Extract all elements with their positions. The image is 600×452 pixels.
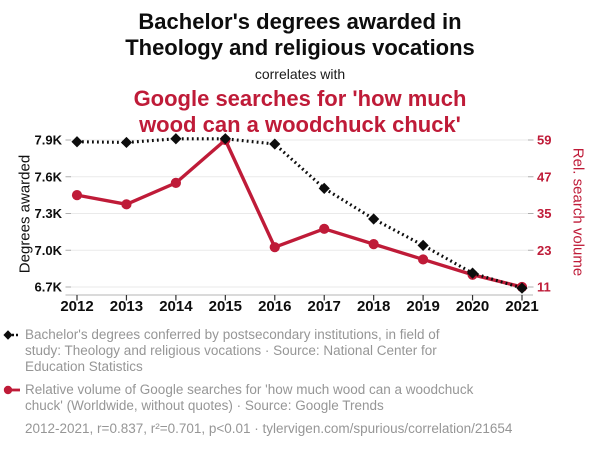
degrees-series-point [368, 213, 380, 225]
chart-title-primary: Bachelor's degrees awarded in Theology a… [0, 9, 600, 61]
searches-series-marker-icon [3, 385, 20, 395]
title-line-1: Bachelor's degrees awarded in [138, 9, 462, 34]
legend-line: study: Theology and religious vocations … [25, 343, 437, 358]
x-axis-tick-label: 2020 [456, 298, 489, 315]
searches-series-point [269, 242, 280, 253]
searches-series-point [71, 190, 83, 201]
legend-line: Relative volume of Google searches for '… [25, 382, 474, 397]
right-axis-tick-label: 59 [537, 133, 551, 148]
correlates-with-label: correlates with [254, 66, 346, 82]
legend: Bachelor's degrees conferred by postseco… [3, 327, 595, 437]
degrees-series-point [219, 133, 231, 145]
right-axis-title: Rel. search volume [569, 147, 587, 277]
right-axis-tick-label: 11 [537, 280, 551, 295]
title-line-4: wood can a woodchuck chuck' [139, 112, 461, 137]
right-axis-tick-label: 23 [537, 243, 551, 258]
left-axis-tick-label: 7.6K [35, 169, 63, 184]
searches-series-point [170, 177, 181, 188]
x-axis-tick-label: 2019 [406, 298, 439, 315]
title-block: Bachelor's degrees awarded in Theology a… [0, 9, 600, 138]
correlation-chart: 7.9K 59 7.6K 47 7.3K 35 7.0K 23 6.7K 11 2012 2013 20… [35, 133, 552, 316]
searches-series-point [121, 199, 132, 210]
degrees-series-line [76, 137, 523, 290]
x-axis-tick-label: 2021 [505, 298, 538, 315]
left-axis-tick-label: 7.0K [35, 243, 63, 258]
left-axis-title: Degrees awarded [16, 154, 34, 274]
legend-line: Education Statistics [25, 359, 143, 374]
x-axis-tick-label: 2013 [110, 298, 143, 315]
left-axis-tick-label: 6.7K [35, 280, 63, 295]
left-axis-tick-label: 7.9K [35, 133, 63, 148]
x-axis-tick-label: 2016 [258, 298, 291, 315]
title-line-3: Google searches for 'how much [133, 86, 467, 111]
searches-series-line [75, 138, 524, 289]
x-axis-tick-label: 2017 [308, 298, 341, 315]
legend-line: chuck' (Worldwide, without quotes) · Sou… [25, 398, 384, 413]
searches-series-point [368, 239, 379, 250]
x-axis-tick-label: 2014 [159, 298, 193, 315]
searches-series-point [418, 254, 429, 265]
legend-item-degrees: Bachelor's degrees conferred by postseco… [3, 327, 595, 375]
degrees-series-point [318, 182, 330, 194]
left-axis-tick-label: 7.3K [35, 206, 63, 221]
legend-text-searches: Relative volume of Google searches for '… [25, 382, 473, 414]
degrees-series-point [269, 138, 281, 150]
legend-text-degrees: Bachelor's degrees conferred by postseco… [25, 327, 440, 375]
searches-series-point [319, 223, 330, 234]
degrees-series-point [120, 136, 133, 149]
x-axis-tick-label: 2018 [357, 298, 390, 315]
degrees-series-point [170, 133, 182, 145]
footer-stats: 2012-2021, r=0.837, r²=0.701, p<0.01 · t… [25, 421, 513, 436]
legend-item-searches: Relative volume of Google searches for '… [3, 382, 595, 414]
right-axis-tick-label: 35 [537, 206, 551, 221]
chart-title-secondary: Google searches for 'how much wood can a… [0, 86, 600, 138]
degrees-series-marker-icon [3, 330, 20, 340]
title-line-2: Theology and religious vocations [125, 35, 475, 60]
degrees-series-point [417, 239, 429, 251]
x-axis-tick-label: 2015 [209, 298, 242, 315]
legend-line: Bachelor's degrees conferred by postseco… [25, 327, 440, 342]
degrees-series-point [71, 136, 83, 148]
x-axis-tick-label: 2012 [60, 298, 93, 315]
right-axis-tick-label: 47 [537, 169, 551, 184]
